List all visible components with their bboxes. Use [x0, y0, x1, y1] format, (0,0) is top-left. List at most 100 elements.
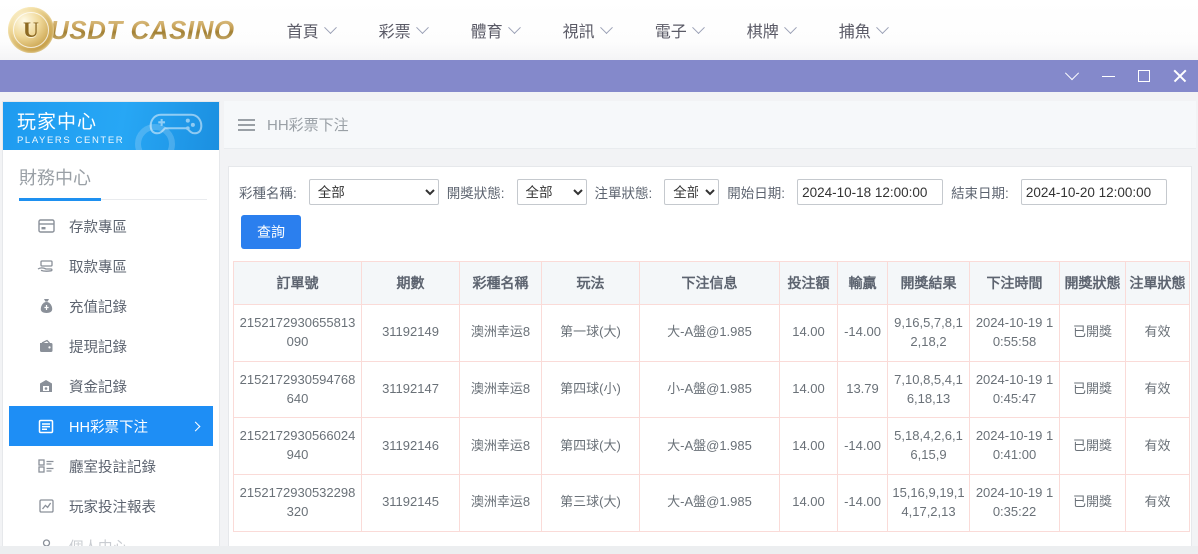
nav-label: 體育 — [470, 24, 503, 41]
sidebar-item-label: 玩家投注報表 — [69, 499, 156, 516]
cell-issue: 31192145 — [361, 474, 460, 532]
money-bag-icon — [35, 298, 57, 314]
main-menu: 首頁 彩票 體育 視訊 電子 棋牌 — [287, 18, 889, 42]
brand-logo[interactable]: U USDT CASINO — [8, 7, 235, 53]
column-header-bet-info: 下注信息 — [639, 261, 780, 305]
cell-result: 9,16,5,7,8,12,18,2 — [887, 304, 970, 362]
sidebar-item-hh-lottery-bets[interactable]: HH彩票下注 — [9, 406, 213, 446]
content-area: HH彩票下注 彩種名稱: 全部 開獎狀態: 全部 注單狀態: 全部 — [224, 101, 1196, 554]
column-header-bet-status: 注單狀態 — [1125, 261, 1190, 305]
sidebar-item-hall-bet-records[interactable]: 廳室投註記錄 — [9, 446, 213, 486]
close-button[interactable] — [1162, 60, 1198, 92]
minimize-icon — [1101, 75, 1115, 77]
sidebar-item-fund-records[interactable]: 資金記錄 — [9, 366, 213, 406]
sidebar-section-title: 財務中心 — [19, 168, 91, 188]
start-date-input[interactable] — [797, 179, 944, 205]
chevron-down-icon — [691, 20, 705, 34]
sidebar: 玩家中心 PLAYERS CENTER 財務中心 存款專區 — [2, 101, 220, 554]
sidebar-item-player-bet-report[interactable]: 玩家投注報表 — [9, 486, 213, 526]
cell-order: 2152172930655813090 — [233, 304, 362, 362]
cell-order: 2152172930566024940 — [233, 417, 362, 476]
chevron-down-icon — [1064, 66, 1080, 81]
sidebar-item-recharge-records[interactable]: 充值記錄 — [9, 286, 213, 326]
content-header: HH彩票下注 — [224, 101, 1196, 149]
gamepad-icon — [149, 113, 203, 135]
table-row: 2152172930594768640 31192147 澳洲幸运8 第四球(小… — [233, 360, 1190, 419]
nav-label: 視訊 — [562, 24, 595, 41]
table-row: 2152172930532298320 31192145 澳洲幸运8 第三球(大… — [233, 474, 1190, 532]
breadcrumb: HH彩票下注 — [267, 117, 349, 134]
top-navigation-bar: U USDT CASINO 首頁 彩票 體育 視訊 電子 — [0, 0, 1198, 60]
maximize-icon — [1138, 70, 1150, 82]
wallet-icon — [35, 339, 57, 354]
window-control-bar — [0, 60, 1198, 92]
nav-item-fishing[interactable]: 捕魚 — [838, 18, 889, 42]
lottery-name-select[interactable]: 全部 — [308, 179, 439, 205]
query-button[interactable]: 查詢 — [241, 215, 301, 249]
cell-draw-status: 已開獎 — [1059, 360, 1126, 419]
nav-item-poker[interactable]: 棋牌 — [747, 18, 797, 42]
sidebar-item-withdraw-records[interactable]: 提現記錄 — [9, 326, 213, 366]
cell-issue: 31192146 — [361, 417, 460, 476]
cell-amount: 14.00 — [779, 360, 838, 419]
minimize-button[interactable] — [1090, 60, 1126, 92]
nav-item-live[interactable]: 視訊 — [562, 18, 613, 42]
emblem-letter: U — [23, 17, 39, 42]
cell-bet-status: 有效 — [1125, 360, 1190, 419]
chevron-down-icon — [875, 20, 889, 34]
draw-status-label: 開獎狀態: — [446, 186, 505, 201]
cell-play: 第三球(大) — [541, 474, 640, 532]
hamburger-icon[interactable] — [238, 116, 255, 134]
cell-winloss: -14.00 — [837, 417, 888, 476]
cell-bet-time: 2024-10-19 10:41:00 — [969, 417, 1060, 476]
cell-amount: 14.00 — [779, 417, 838, 476]
cell-play: 第一球(大) — [541, 304, 640, 362]
nav-label: 彩票 — [378, 24, 411, 41]
collapse-button[interactable] — [1054, 60, 1090, 92]
draw-status-select[interactable]: 全部 — [516, 179, 587, 205]
cell-bet-info: 大-A盤@1.985 — [639, 304, 780, 362]
cell-result: 7,10,8,5,4,16,18,13 — [887, 360, 970, 419]
nav-label: 捕魚 — [838, 24, 871, 41]
cell-order: 2152172930594768640 — [233, 360, 362, 419]
close-icon — [1173, 69, 1187, 83]
cell-winloss: -14.00 — [837, 304, 888, 362]
cell-play: 第四球(大) — [541, 417, 640, 476]
chart-icon — [35, 499, 57, 513]
bet-status-select[interactable]: 全部 — [664, 179, 720, 205]
sidebar-item-withdraw[interactable]: 取款專區 — [9, 246, 213, 286]
chevron-down-icon — [323, 20, 337, 34]
cell-issue: 31192149 — [361, 304, 460, 362]
nav-label: 電子 — [654, 24, 687, 41]
cash-hand-icon — [35, 259, 57, 273]
maximize-button[interactable] — [1126, 60, 1162, 92]
cell-bet-info: 小-A盤@1.985 — [639, 360, 780, 419]
sidebar-item-label: HH彩票下注 — [69, 419, 148, 436]
cell-bet-time: 2024-10-19 10:55:58 — [969, 304, 1060, 362]
cell-amount: 14.00 — [779, 474, 838, 532]
nav-item-slots[interactable]: 電子 — [654, 18, 705, 42]
column-header-order: 訂單號 — [233, 261, 362, 305]
cell-lottery: 澳洲幸运8 — [459, 304, 542, 362]
nav-item-sports[interactable]: 體育 — [470, 18, 521, 42]
ledger-icon — [35, 459, 57, 473]
cell-draw-status: 已開獎 — [1059, 474, 1126, 532]
decor-ring — [135, 124, 175, 150]
cell-bet-status: 有效 — [1125, 474, 1190, 532]
column-header-draw-status: 開獎狀態 — [1059, 261, 1126, 305]
cell-lottery: 澳洲幸运8 — [459, 474, 542, 532]
end-date-label: 結束日期: — [951, 186, 1009, 201]
sidebar-header-title-cn: 玩家中心 — [17, 112, 98, 133]
nav-item-home[interactable]: 首頁 — [287, 18, 337, 42]
chevron-right-icon — [190, 421, 201, 431]
table-row: 2152172930566024940 31192146 澳洲幸运8 第四球(大… — [233, 417, 1190, 476]
table-row: 2152172930655813090 31192149 澳洲幸运8 第一球(大… — [233, 304, 1190, 362]
nav-item-lottery[interactable]: 彩票 — [378, 18, 429, 42]
sidebar-item-deposit[interactable]: 存款專區 — [9, 206, 213, 246]
sidebar-item-label: 廳室投註記錄 — [69, 459, 156, 476]
cell-bet-time: 2024-10-19 10:45:47 — [969, 360, 1060, 419]
bet-status-label: 注單狀態: — [594, 186, 653, 201]
end-date-input[interactable] — [1020, 179, 1167, 205]
cell-lottery: 澳洲幸运8 — [459, 417, 542, 476]
